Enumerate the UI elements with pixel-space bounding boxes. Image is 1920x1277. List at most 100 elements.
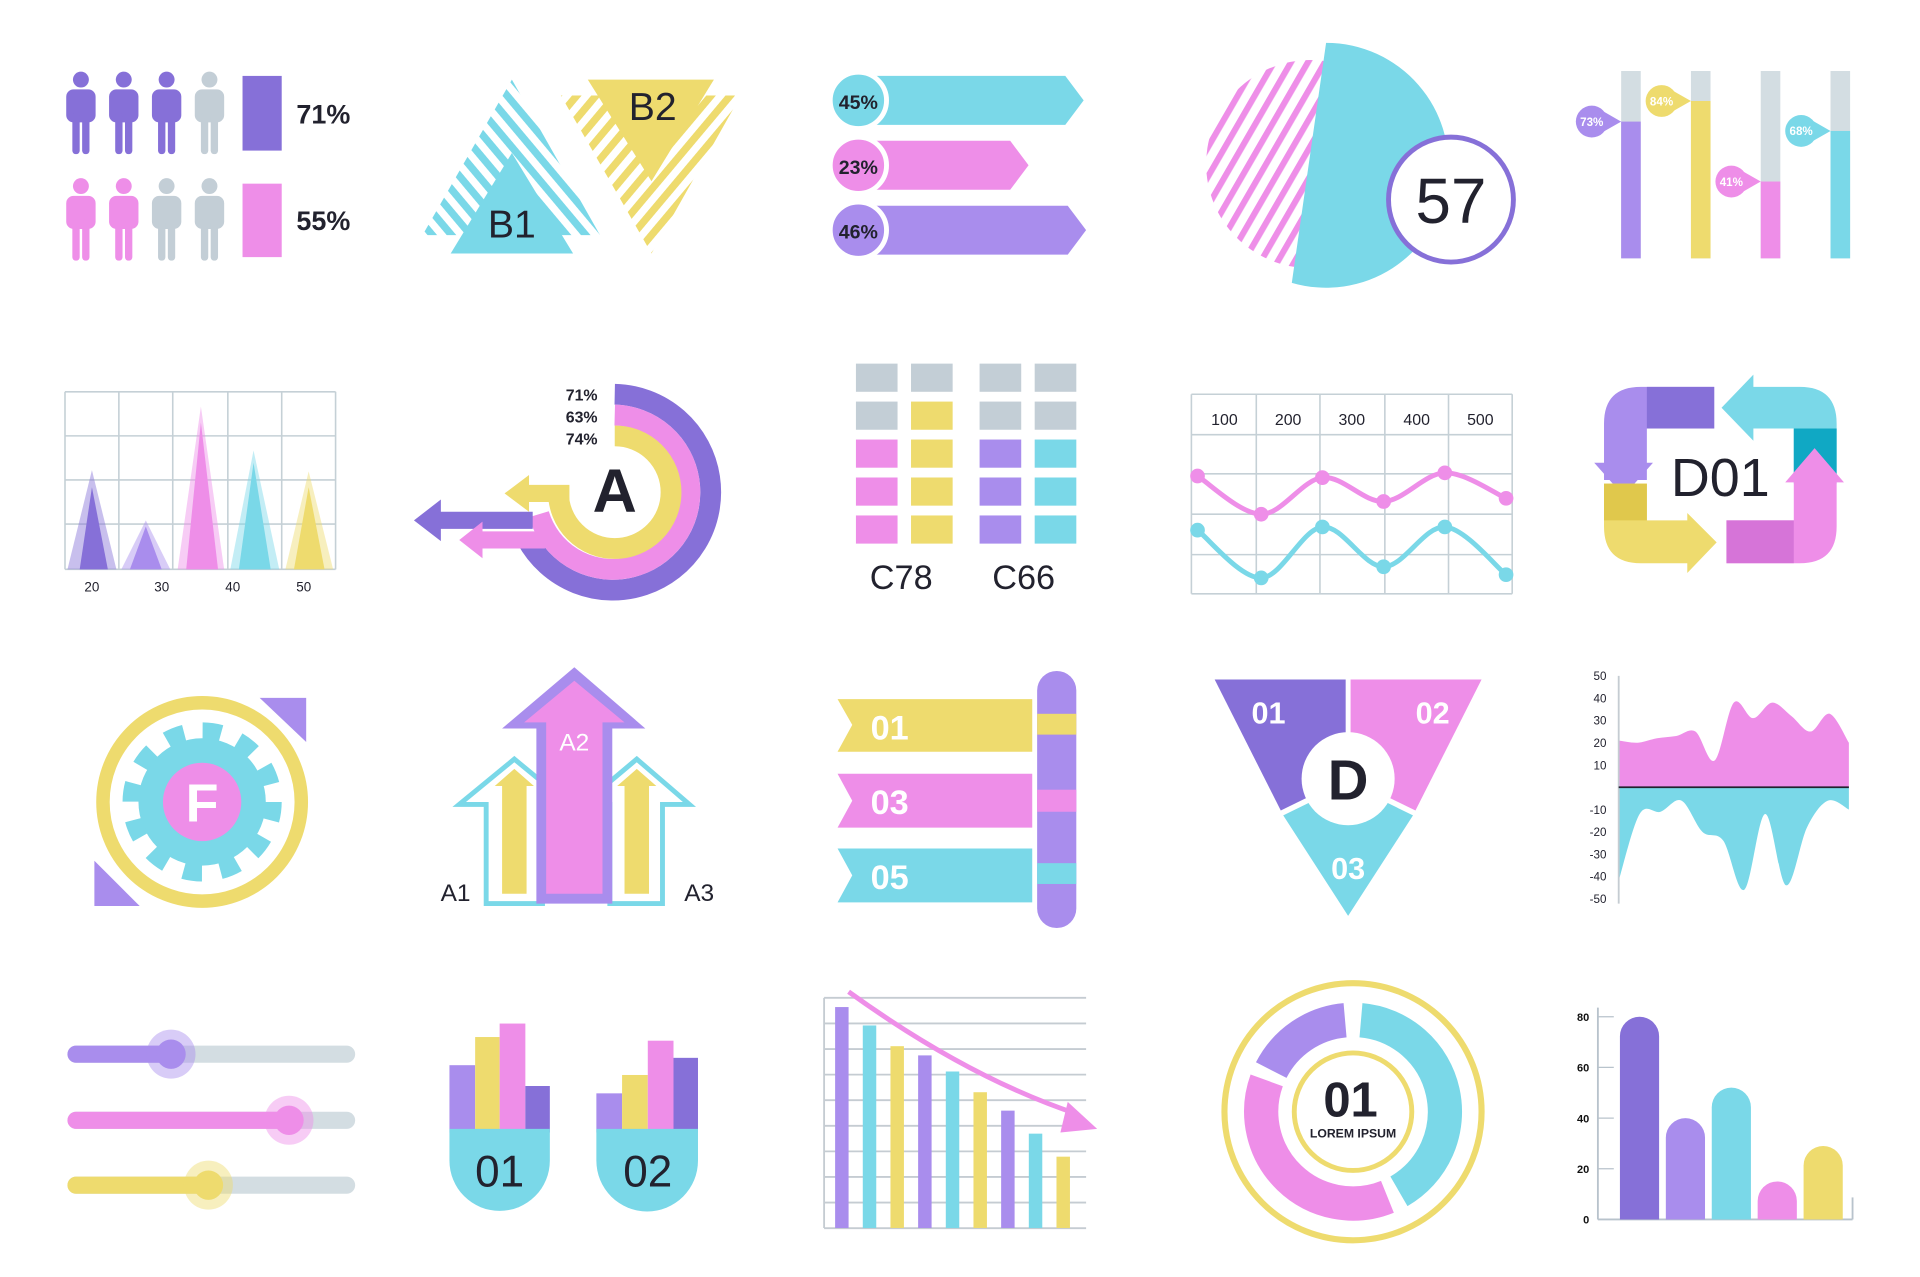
grid-block xyxy=(979,477,1022,506)
line-header: 500 xyxy=(1467,412,1494,429)
bubble-pointer xyxy=(1604,111,1622,132)
bar xyxy=(1056,1156,1070,1229)
ring-label-3: 74% xyxy=(566,431,598,448)
y-tick-label: -10 xyxy=(1590,804,1607,817)
arrow-label-a2: A2 xyxy=(559,730,589,757)
y-tick-label: 0 xyxy=(1583,1215,1589,1227)
vertical-percent-bars: 73% 84% 41% 68% xyxy=(1575,71,1851,259)
bubble-pointer xyxy=(1743,171,1761,192)
block-label-c78: C78 xyxy=(870,559,933,597)
triangle-b-diagram: B1 B2 xyxy=(422,79,741,254)
bubble-label: 84% xyxy=(1650,95,1674,108)
cycle-label: D01 xyxy=(1671,448,1770,508)
arrow-bar-label-2: 23% xyxy=(839,157,878,179)
percent-bubble xyxy=(1645,85,1678,117)
arrow-label-a1: A1 xyxy=(441,880,471,907)
bar xyxy=(862,1025,877,1229)
data-point xyxy=(1437,519,1453,535)
grid-block xyxy=(911,363,953,392)
cup-label-01: 01 xyxy=(475,1147,524,1196)
grid-block xyxy=(855,477,898,506)
label-b2: B2 xyxy=(629,86,677,129)
bar xyxy=(1711,1087,1751,1220)
y-tick-label: 40 xyxy=(1594,692,1607,705)
bubble-label: 41% xyxy=(1720,176,1744,189)
gear-letter: F xyxy=(186,774,219,834)
bar xyxy=(835,1007,849,1229)
y-tick-label: -30 xyxy=(1590,848,1607,861)
grid-blocks xyxy=(855,363,1077,544)
up-arrows: A1 A2 A3 xyxy=(441,667,714,907)
person-icon xyxy=(194,71,225,155)
sliders xyxy=(67,1029,356,1210)
bar xyxy=(1028,1133,1043,1229)
slider-fill xyxy=(67,1111,289,1129)
banner-label-1: 01 xyxy=(871,710,909,748)
bar xyxy=(1757,1181,1797,1220)
grid-block xyxy=(855,401,898,430)
arrow-label-a3: A3 xyxy=(684,880,714,907)
data-point xyxy=(1315,519,1330,535)
cup-bars: 01 02 xyxy=(449,1023,698,1212)
bubble-pointer xyxy=(1813,121,1831,141)
person-icon xyxy=(66,71,96,155)
bar xyxy=(918,1055,932,1229)
grid-block xyxy=(855,439,898,468)
pie-57: 57 xyxy=(1206,42,1516,288)
data-point xyxy=(1253,506,1269,522)
grid-block xyxy=(1034,401,1077,430)
people-percent-1: 71% xyxy=(296,100,350,130)
grid-block xyxy=(979,401,1022,430)
declining-bar-chart xyxy=(823,989,1098,1230)
block-label-c66: C66 xyxy=(992,559,1055,597)
bar xyxy=(1803,1145,1843,1220)
line-header: 300 xyxy=(1339,412,1366,429)
person-icon xyxy=(194,178,225,261)
peak-3 xyxy=(186,422,219,570)
peak-1 xyxy=(79,487,108,570)
peak-2 xyxy=(129,526,162,570)
ring-letter: A xyxy=(593,457,637,525)
grid-block xyxy=(979,439,1022,468)
slider-handle[interactable] xyxy=(193,1170,224,1200)
people-bar-purple xyxy=(242,75,282,151)
bar-fill xyxy=(1690,100,1711,259)
data-point xyxy=(1253,570,1269,586)
person-icon xyxy=(151,71,182,155)
y-tick-label: 10 xyxy=(1594,759,1607,772)
y-tick-label: 40 xyxy=(1577,1113,1589,1125)
people-bar-pink xyxy=(242,183,282,258)
donut-number: 01 xyxy=(1323,1074,1377,1128)
wave-chart: 50 40 30 20 10 -10 -20 -30 -40 -50 xyxy=(1590,670,1849,906)
line-header: 200 xyxy=(1275,412,1302,429)
bar-fill xyxy=(1621,121,1641,259)
percent-bubble xyxy=(1785,115,1818,147)
triangle-label-02: 02 xyxy=(1416,697,1450,731)
arrow-bar-label-3: 46% xyxy=(839,222,878,244)
slider-handle[interactable] xyxy=(274,1105,304,1135)
bubble-label: 68% xyxy=(1789,125,1813,138)
bar xyxy=(1001,1110,1015,1229)
bar-chart: 0 20 40 60 80 xyxy=(1577,1007,1854,1227)
peak-tick: 30 xyxy=(154,579,169,594)
arrow-bar-label-1: 45% xyxy=(839,92,878,114)
data-point xyxy=(1376,494,1391,509)
banner-label-2: 03 xyxy=(871,784,909,822)
people-percent-2: 55% xyxy=(296,206,350,236)
grid-block xyxy=(979,515,1022,544)
grid-block xyxy=(855,515,898,544)
y-tick-label: -40 xyxy=(1590,871,1607,884)
donut-caption: LOREM IPSUM xyxy=(1310,1126,1396,1140)
grid-block xyxy=(911,439,953,468)
y-tick-label: 20 xyxy=(1594,737,1607,750)
y-tick-label: 80 xyxy=(1577,1012,1589,1024)
slider-handle[interactable] xyxy=(156,1039,186,1069)
triangle-label-03: 03 xyxy=(1331,852,1365,886)
triangle-d: D 01 02 03 xyxy=(1214,679,1482,916)
percent-bubble xyxy=(1715,165,1748,198)
slider-fill xyxy=(67,1045,172,1063)
arrow-bars: 45% 23% 46% xyxy=(827,69,1087,261)
trend-arrow xyxy=(847,989,1079,1117)
peak-chart: 20 30 40 50 xyxy=(64,390,337,594)
peak-4 xyxy=(238,462,271,570)
